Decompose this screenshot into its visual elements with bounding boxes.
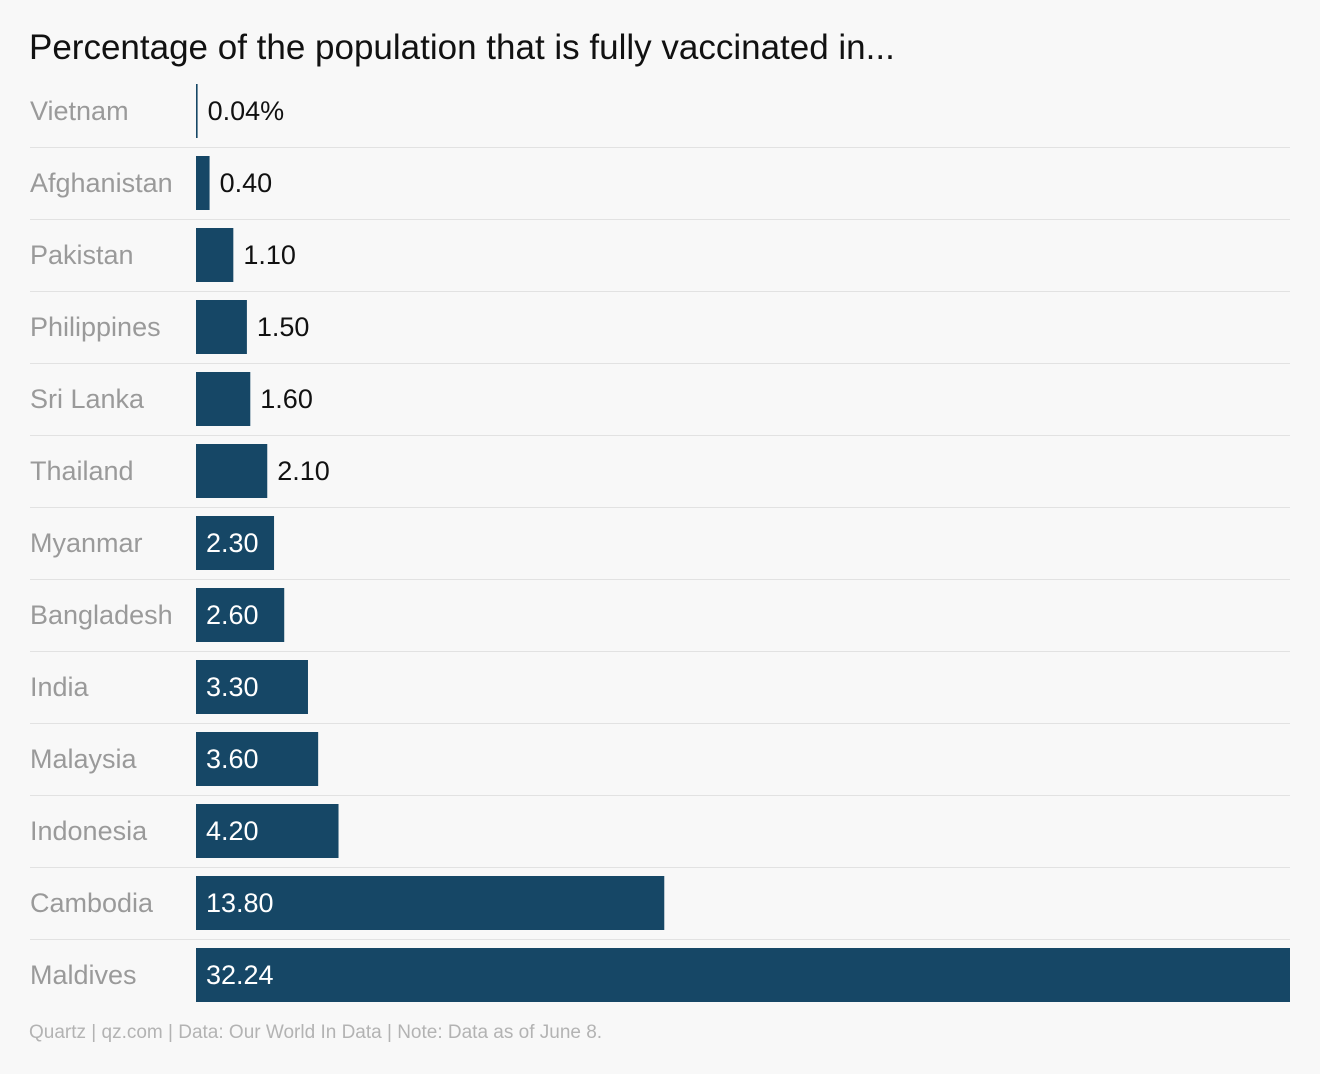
category-label: Cambodia (30, 888, 154, 918)
value-label: 32.24 (206, 960, 274, 990)
value-label: 13.80 (206, 888, 274, 918)
category-label: Sri Lanka (30, 384, 145, 414)
value-label: 2.60 (206, 600, 259, 630)
bars-group (196, 84, 1290, 1002)
value-label: 1.50 (257, 312, 310, 342)
value-labels-group: 0.04% 0.40 1.10 1.50 1.60 2.10 2.30 2.60 3.30 3.6… (206, 96, 330, 990)
value-label: 2.30 (206, 528, 259, 558)
bar-cambodia (196, 876, 665, 930)
category-label: Indonesia (30, 816, 148, 846)
value-label: 2.10 (277, 456, 330, 486)
row-separators (30, 147, 1290, 940)
category-label: India (30, 672, 90, 702)
category-label: Maldives (30, 960, 137, 990)
value-label: 3.60 (206, 744, 259, 774)
bar-myanmar (196, 516, 275, 570)
category-label: Bangladesh (30, 600, 173, 630)
value-label: 1.10 (243, 240, 296, 270)
category-label: Vietnam (30, 96, 129, 126)
value-label: 1.60 (260, 384, 313, 414)
bar-indonesia (196, 804, 339, 858)
category-label: Pakistan (30, 240, 134, 270)
bar-pakistan (196, 228, 234, 282)
category-labels-group: Vietnam Afghanistan Pakistan Philippines Sri… (30, 96, 173, 990)
bar-philippines (196, 300, 247, 354)
bar-malaysia (196, 732, 319, 786)
chart-title: Percentage of the population that is ful… (29, 28, 895, 67)
value-label: 4.20 (206, 816, 259, 846)
bar-india (196, 660, 308, 714)
category-label: Philippines (30, 312, 161, 342)
value-label: 0.40 (220, 168, 273, 198)
bar-thailand (196, 444, 268, 498)
value-label: 3.30 (206, 672, 259, 702)
category-label: Myanmar (30, 528, 143, 558)
category-label: Afghanistan (30, 168, 173, 198)
bar-afghanistan (196, 156, 210, 210)
bar-maldives (196, 948, 1290, 1002)
bar-bangladesh (196, 588, 285, 642)
chart-footer: Quartz | qz.com | Data: Our World In Dat… (29, 1022, 603, 1043)
bar-sri-lanka (196, 372, 251, 426)
value-label: 0.04% (208, 96, 285, 126)
category-label: Malaysia (30, 744, 138, 774)
category-label: Thailand (30, 456, 134, 486)
bar-vietnam (196, 84, 198, 138)
